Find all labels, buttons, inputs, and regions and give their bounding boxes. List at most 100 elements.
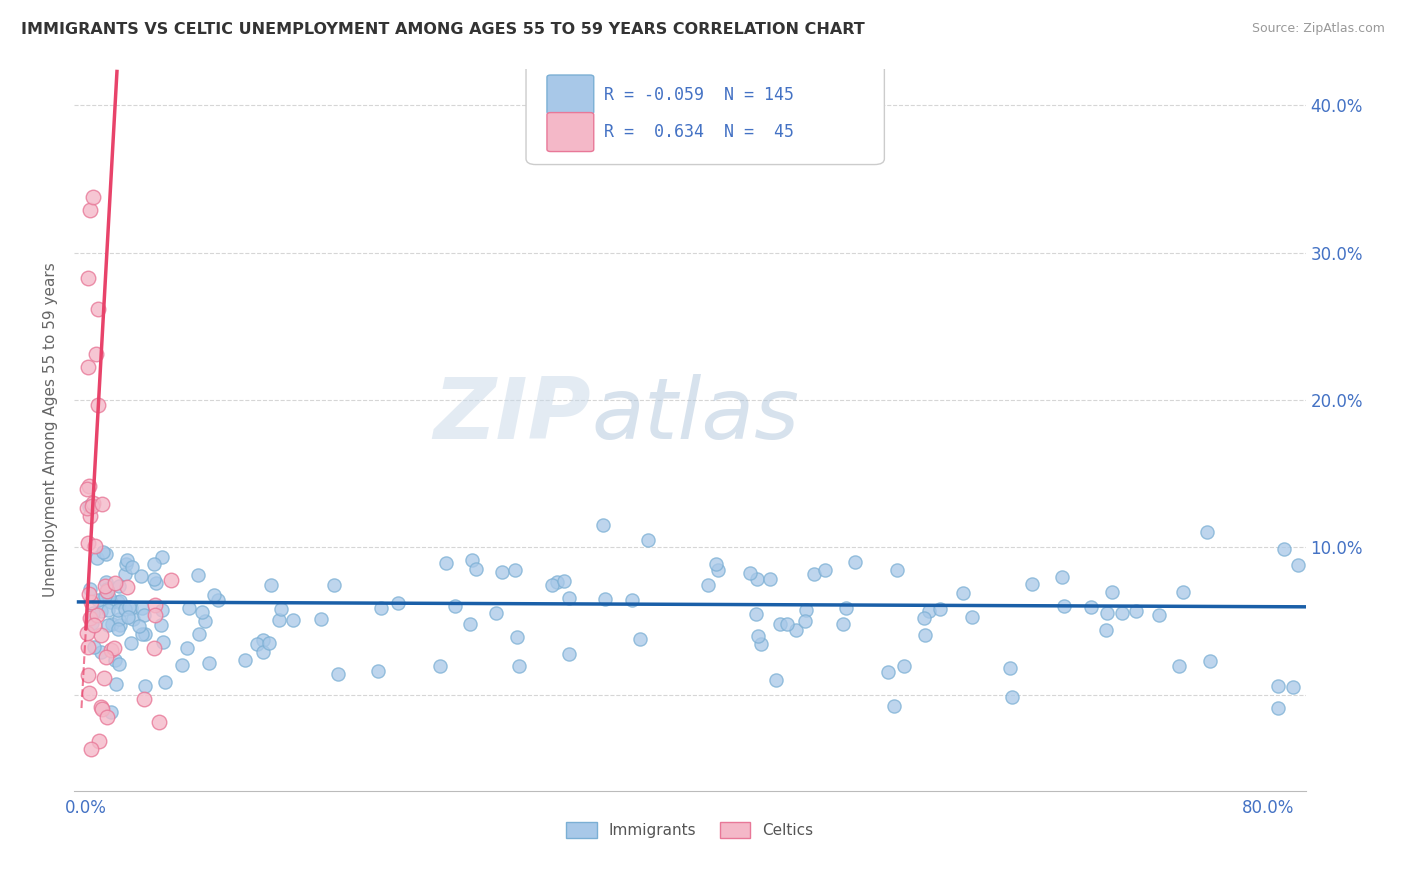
Point bbox=[120, 636, 142, 650]
Point bbox=[115, 580, 138, 594]
Point bbox=[115, 557, 138, 571]
Point bbox=[86, 608, 108, 623]
Point bbox=[1199, 654, 1222, 668]
Point bbox=[270, 602, 292, 616]
Point bbox=[97, 603, 120, 617]
Point bbox=[252, 633, 274, 648]
Point bbox=[637, 533, 659, 547]
Y-axis label: Unemployment Among Ages 55 to 59 years: Unemployment Among Ages 55 to 59 years bbox=[44, 262, 58, 597]
Point bbox=[485, 606, 508, 620]
Point bbox=[94, 574, 117, 589]
Point bbox=[835, 601, 858, 615]
Point bbox=[491, 565, 513, 579]
Point bbox=[83, 640, 105, 655]
Point bbox=[1197, 525, 1219, 540]
Point bbox=[765, 673, 787, 688]
Point bbox=[87, 301, 110, 316]
Point bbox=[107, 622, 129, 636]
Point bbox=[1281, 680, 1303, 694]
Point bbox=[107, 603, 129, 617]
Point bbox=[1286, 558, 1309, 573]
Point bbox=[131, 627, 153, 641]
Point bbox=[1147, 607, 1170, 622]
Point bbox=[143, 572, 166, 586]
Point bbox=[159, 573, 181, 587]
Point bbox=[198, 656, 221, 670]
Point bbox=[96, 582, 118, 596]
Point bbox=[191, 605, 214, 619]
Point bbox=[628, 632, 651, 647]
Point bbox=[558, 648, 581, 662]
Point bbox=[90, 628, 112, 642]
Point bbox=[541, 578, 564, 592]
Point bbox=[434, 556, 457, 570]
Point bbox=[207, 592, 229, 607]
Point bbox=[98, 590, 121, 604]
Legend: Immigrants, Celtics: Immigrants, Celtics bbox=[560, 816, 820, 845]
Point bbox=[91, 701, 114, 715]
Point bbox=[461, 553, 484, 567]
Point bbox=[76, 482, 98, 496]
Point bbox=[153, 674, 176, 689]
Point bbox=[79, 582, 101, 596]
Point bbox=[747, 628, 769, 642]
Point bbox=[1095, 623, 1118, 637]
Point bbox=[117, 609, 139, 624]
Text: Source: ZipAtlas.com: Source: ZipAtlas.com bbox=[1251, 22, 1385, 36]
Point bbox=[1168, 659, 1191, 673]
Point bbox=[107, 595, 129, 609]
Point bbox=[96, 547, 118, 561]
Point bbox=[745, 572, 768, 586]
Point bbox=[134, 692, 156, 706]
Point bbox=[101, 617, 124, 632]
Point bbox=[80, 499, 103, 513]
Point bbox=[893, 658, 915, 673]
Point bbox=[82, 496, 104, 510]
Point bbox=[367, 664, 389, 678]
Point bbox=[387, 596, 409, 610]
Point bbox=[952, 585, 974, 599]
Text: R = -0.059  N = 145: R = -0.059 N = 145 bbox=[603, 86, 793, 103]
Point bbox=[131, 600, 153, 615]
Point bbox=[96, 583, 118, 598]
Point bbox=[929, 601, 952, 615]
Point bbox=[1272, 541, 1295, 556]
Point bbox=[252, 645, 274, 659]
Point bbox=[143, 640, 166, 655]
Point bbox=[77, 668, 100, 682]
Point bbox=[108, 594, 131, 608]
Point bbox=[1053, 599, 1076, 613]
FancyBboxPatch shape bbox=[547, 75, 593, 114]
Text: atlas: atlas bbox=[592, 374, 799, 457]
Point bbox=[233, 653, 256, 667]
Point bbox=[1111, 606, 1133, 620]
Point bbox=[508, 658, 530, 673]
Point bbox=[83, 539, 105, 553]
Point bbox=[749, 637, 772, 651]
Point bbox=[90, 700, 112, 714]
Point bbox=[108, 612, 131, 626]
Point bbox=[150, 549, 173, 564]
Point bbox=[1080, 600, 1102, 615]
Point bbox=[94, 649, 117, 664]
Point bbox=[104, 677, 127, 691]
Point bbox=[104, 575, 127, 590]
Point bbox=[458, 617, 481, 632]
Point bbox=[90, 645, 112, 659]
Point bbox=[1267, 701, 1289, 715]
Point bbox=[465, 562, 488, 576]
Point bbox=[697, 578, 720, 592]
Point bbox=[886, 563, 908, 577]
Point bbox=[1125, 604, 1147, 618]
Text: R =  0.634  N =  45: R = 0.634 N = 45 bbox=[603, 123, 793, 141]
Point bbox=[592, 518, 614, 533]
Point bbox=[557, 591, 579, 606]
Point bbox=[738, 566, 761, 581]
Point bbox=[94, 589, 117, 603]
Point bbox=[202, 588, 225, 602]
Point bbox=[100, 595, 122, 609]
Point bbox=[814, 562, 837, 576]
Point bbox=[90, 605, 112, 619]
Point bbox=[79, 508, 101, 523]
Point bbox=[176, 641, 198, 656]
